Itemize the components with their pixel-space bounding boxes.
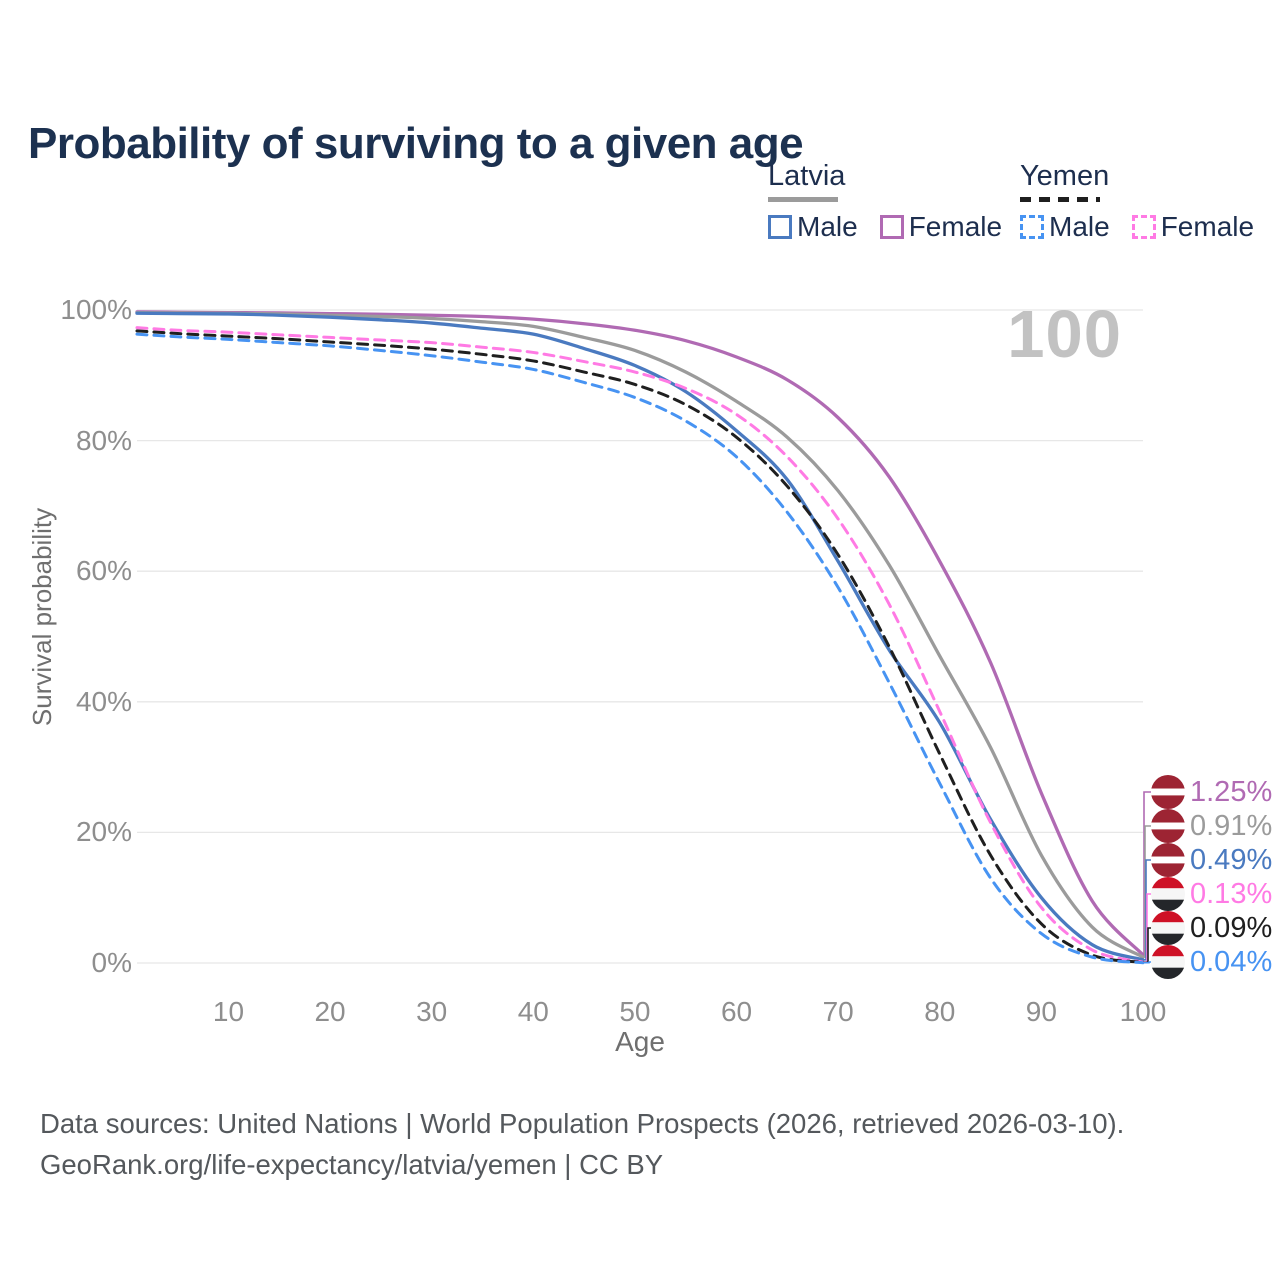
x-tick-label: 80: [924, 996, 956, 1027]
curve-yemen-male[interactable]: [135, 332, 1145, 965]
curve-latvia-all[interactable]: [135, 310, 1145, 959]
latvia-female-swatch: [879, 215, 904, 239]
curve-latvia-male[interactable]: [135, 311, 1145, 962]
legend-group-latvia-label: Latvia: [768, 160, 846, 192]
footer-data-sources: Data sources: United Nations | World Pop…: [40, 1108, 1125, 1139]
legend-item-latvia-female[interactable]: Female: [879, 211, 1003, 243]
y-tick-label: 60%: [75, 555, 132, 587]
x-axis-title: Age: [615, 1026, 665, 1057]
yemen-male-swatch: [1020, 215, 1044, 239]
y-tick-label: 80%: [75, 424, 132, 456]
x-tick-label: 70: [822, 996, 854, 1027]
latvia-flag-icon: [1151, 843, 1185, 877]
legend-group-yemen-header[interactable]: Yemen: [1020, 160, 1254, 202]
y-tick-label: 100%: [60, 294, 132, 325]
connector-latvia-male: [1143, 859, 1151, 961]
y-tick-label: 20%: [75, 816, 132, 848]
latvia-flag-icon: [1151, 775, 1185, 809]
page-title: Probability of surviving to a given age: [28, 119, 804, 169]
end-label-yemen-all: 0.09%: [1190, 912, 1273, 944]
age-indicator: 100: [1007, 297, 1122, 372]
legend-item-yemen-male[interactable]: Male: [1020, 211, 1110, 243]
x-tick-label: 10: [212, 996, 245, 1027]
x-tick-label: 30: [416, 996, 448, 1027]
yemen-flag-icon: [1151, 945, 1185, 979]
legend-group-latvia-header[interactable]: Latvia: [768, 160, 1002, 202]
legend-item-yemen-female[interactable]: Female: [1131, 211, 1255, 243]
footer: Data sources: United Nations | World Pop…: [40, 1103, 1124, 1185]
curve-yemen-all[interactable]: [135, 329, 1145, 964]
end-label-latvia-male: 0.49%: [1190, 844, 1273, 876]
legend-item-latvia-male[interactable]: Male: [768, 211, 858, 243]
connector-yemen-male: [1143, 961, 1151, 964]
y-tick-label: 0%: [91, 947, 132, 978]
end-label-latvia-all: 0.91%: [1190, 810, 1273, 842]
x-tick-label: 20: [314, 996, 346, 1027]
x-tick-label: 50: [619, 996, 651, 1027]
x-tick-label: 90: [1025, 996, 1057, 1027]
connector-latvia-all: [1143, 825, 1151, 958]
x-tick-label: 40: [517, 996, 549, 1027]
end-label-yemen-female: 0.13%: [1190, 878, 1273, 910]
legend-item-label: Female: [908, 211, 1003, 242]
end-label-yemen-male: 0.04%: [1190, 946, 1273, 978]
x-tick-label: 100: [1119, 996, 1167, 1027]
legend-group-yemen-label: Yemen: [1020, 160, 1110, 192]
end-label-latvia-female: 1.25%: [1190, 776, 1273, 808]
latvia-male-swatch: [768, 215, 792, 239]
latvia-flag-icon: [1151, 809, 1185, 843]
yemen-female-swatch: [1131, 215, 1156, 239]
legend-item-label: Male: [1049, 211, 1110, 242]
latvia-solid-line-sample: [768, 197, 838, 202]
legend-group-latvia: Latvia Male Female: [768, 160, 1002, 243]
x-tick-label: 60: [720, 996, 753, 1027]
yemen-dashed-line-sample: [1020, 197, 1100, 202]
legend-item-label: Female: [1160, 211, 1255, 242]
footer-attribution: GeoRank.org/life-expectancy/latvia/yemen…: [40, 1149, 664, 1180]
connector-latvia-female: [1143, 791, 1151, 956]
yemen-flag-icon: [1151, 911, 1185, 945]
legend-group-yemen: Yemen Male Female: [1020, 160, 1254, 243]
y-axis-title: Survival probability: [27, 507, 57, 727]
y-tick-label: 40%: [75, 685, 132, 717]
legend-item-label: Male: [797, 211, 858, 242]
yemen-flag-icon: [1151, 877, 1185, 911]
curve-yemen-female[interactable]: [135, 326, 1145, 964]
